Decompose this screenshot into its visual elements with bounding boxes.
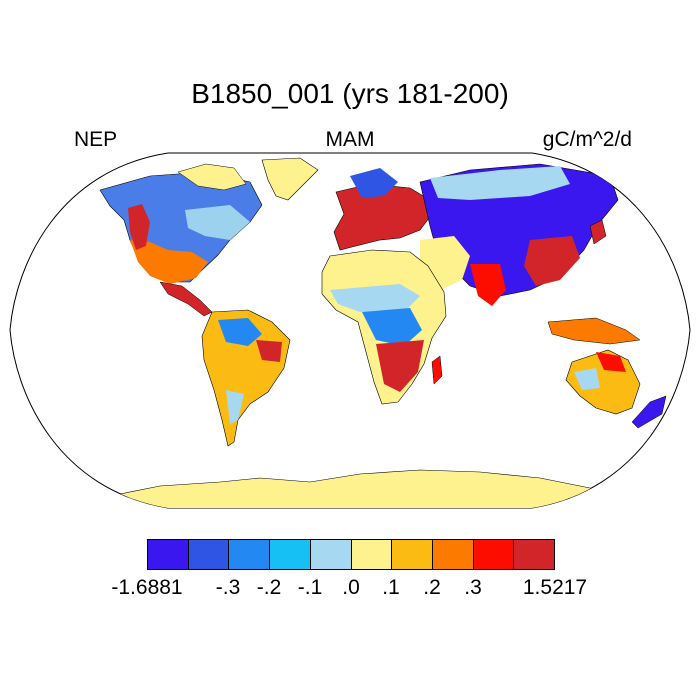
australia-interior — [574, 368, 600, 390]
south-america-east — [256, 340, 282, 362]
madagascar — [431, 355, 443, 385]
siberia — [430, 166, 570, 200]
colorbar-box — [148, 540, 189, 569]
colorbar-box — [392, 540, 433, 569]
greenland — [261, 157, 319, 201]
colorbar-label: .1 — [382, 576, 400, 599]
colorbar-box — [310, 540, 352, 569]
new-zealand — [631, 395, 667, 429]
colorbar-label: .2 — [423, 576, 441, 599]
japan — [589, 219, 607, 245]
antarctica — [99, 469, 621, 508]
map-title: B1850_001 (yrs 181-200) — [191, 78, 509, 109]
north-america-west — [128, 204, 150, 250]
colorbar-labels: -1.6881 -.3 -.2 -.1 .0 .1 .2 .3 1.5217 — [0, 576, 700, 602]
africa-south — [376, 340, 424, 392]
colorbar-label: .0 — [342, 576, 360, 599]
colorbar-box — [229, 540, 271, 569]
colorbar-label: -.3 — [215, 576, 241, 599]
colorbar-label: -.1 — [297, 576, 323, 599]
colorbar-label: .3 — [464, 576, 482, 599]
units-label: gC/m^2/d — [542, 128, 632, 151]
indonesia — [547, 317, 641, 345]
colorbar-box — [514, 540, 555, 569]
scandinavia — [350, 168, 398, 198]
colorbar-box — [351, 540, 393, 569]
variable-label: NEP — [74, 128, 118, 151]
south-america-south — [226, 390, 244, 424]
colorbar-box — [188, 540, 230, 569]
north-america-east — [185, 205, 250, 240]
north-america-south — [130, 240, 208, 284]
colorbar-label: -.2 — [256, 576, 282, 599]
africa-sahel — [330, 284, 420, 312]
colorbar-label: -1.6881 — [111, 576, 183, 599]
colorbar-box — [270, 540, 311, 569]
east-asia — [524, 236, 580, 286]
colorbar-box — [473, 540, 515, 569]
australia-north — [596, 352, 626, 372]
colorbar-box — [432, 540, 474, 569]
season-label: MAM — [325, 128, 375, 151]
south-asia — [470, 264, 506, 306]
africa-central — [362, 308, 422, 346]
colorbar-label: 1.5217 — [522, 576, 588, 599]
central-america — [159, 281, 213, 317]
colorbar — [147, 539, 555, 570]
europe — [333, 183, 433, 251]
north-america-arctic — [177, 163, 247, 191]
south-america-north — [218, 318, 262, 346]
